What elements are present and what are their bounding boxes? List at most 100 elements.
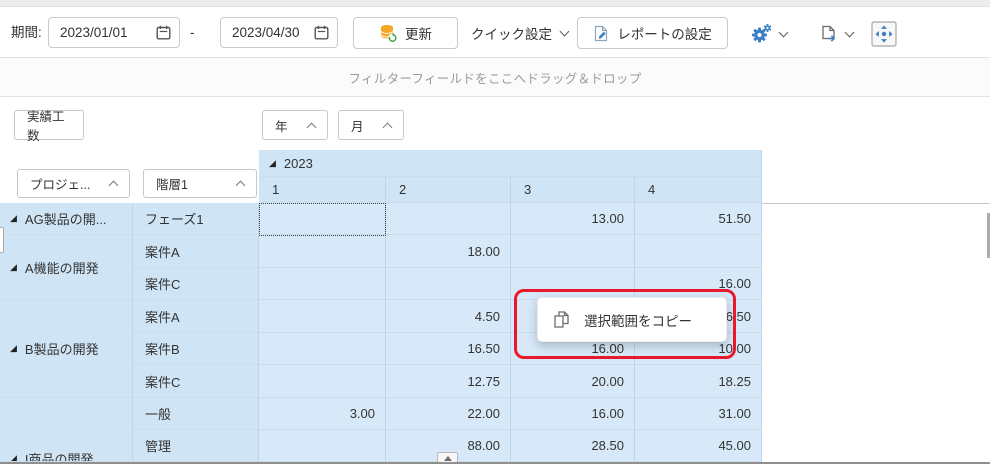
grid-bottom-border [0,462,990,464]
filter-drop-area[interactable]: フィルターフィールドをここへドラッグ＆ドロップ [0,57,990,97]
column-field-chip-month[interactable]: 月 [338,110,404,140]
collapse-triangle-icon[interactable]: ◢ [269,157,276,168]
date-to-value: 2023/04/30 [232,25,300,40]
sort-asc-icon [382,122,393,132]
vertical-scrollbar-thumb[interactable] [987,213,990,258]
pivot-cell[interactable]: 20.00 [511,365,635,398]
pivot-cell[interactable]: 28.50 [511,430,635,462]
pivot-cell[interactable]: 13.00 [511,203,635,235]
group-label: AG製品の開... [24,212,107,227]
year-field-label: 年 [275,119,288,134]
group-label: I商品の開発 [24,451,94,462]
group-label: B製品の開発 [24,342,99,357]
pivot-cell[interactable]: 3.00 [259,398,386,430]
pivot-cell[interactable] [259,333,386,365]
document-pencil-icon [593,25,610,42]
collapse-triangle-icon[interactable]: ◢ [10,213,17,223]
pivot-cell[interactable]: 18.00 [386,235,511,268]
pivot-cell[interactable]: 18.25 [635,365,762,398]
quick-settings-dropdown[interactable]: クイック設定 [463,17,576,49]
pivot-cell[interactable]: 16.00 [511,398,635,430]
month-header-label: 3 [524,182,532,197]
filter-drop-placeholder: フィルターフィールドをここへドラッグ＆ドロップ [348,71,642,86]
pivot-cell[interactable] [259,365,386,398]
column-field-chip-year[interactable]: 年 [262,110,328,140]
pivot-cell[interactable] [259,203,386,235]
data-field-label: 実績工数 [27,110,65,143]
pivot-cell[interactable] [386,203,511,235]
pivot-cell[interactable] [511,235,635,268]
date-from-input[interactable]: 2023/01/01 [48,17,180,48]
pivot-cell[interactable] [511,268,635,300]
row-header[interactable]: フェーズ1 [133,203,259,235]
up-arrow-icon [443,456,452,461]
pivot-cell[interactable]: 4.50 [386,300,511,333]
chevron-down-icon [559,26,570,36]
row-group-header[interactable]: ◢ AG製品の開... [0,203,133,235]
row-header[interactable]: 一般 [133,398,259,430]
pivot-cell[interactable] [259,300,386,333]
collapse-triangle-icon[interactable]: ◢ [10,452,17,462]
collapse-triangle-icon[interactable]: ◢ [10,343,17,353]
pivot-cell[interactable] [259,430,386,462]
pivot-cell[interactable]: 22.00 [386,398,511,430]
project-field-label: プロジェ... [30,178,91,192]
row-header[interactable]: 案件A [133,300,259,333]
month-column-header[interactable]: 4 [635,177,762,203]
selected-cell-marquee[interactable] [259,203,386,236]
pivot-cell[interactable]: 45.00 [635,430,762,462]
month-header-label: 2 [399,182,407,197]
report-settings-label: レポートの設定 [617,27,712,42]
row-header[interactable]: 案件B [133,333,259,365]
report-settings-button[interactable]: レポートの設定 [577,17,728,49]
window-top-strip [0,0,990,7]
pivot-cell[interactable] [386,268,511,300]
row-header[interactable]: 案件A [133,235,259,268]
year-column-header[interactable]: ◢ 2023 [259,150,762,177]
calendar-icon[interactable] [156,25,171,40]
sort-asc-icon [306,122,317,132]
row-group-header[interactable]: ◢ B製品の開発 [0,300,133,398]
row-header[interactable]: 案件C [133,365,259,398]
pivot-cell[interactable]: 12.75 [386,365,511,398]
calendar-icon[interactable] [314,25,329,40]
refresh-label: 更新 [405,27,432,42]
fullscreen-expand-button[interactable] [871,21,897,52]
export-dropdown[interactable] [820,18,855,50]
data-field-chip[interactable]: 実績工数 [14,110,84,143]
gear-icon [750,24,772,44]
row-group-header[interactable]: ◢ A機能の開発 [0,235,133,300]
sort-asc-icon [108,180,119,191]
date-to-input[interactable]: 2023/04/30 [220,17,338,48]
row-field-chip-level1[interactable]: 階層1 [143,169,257,198]
collapse-triangle-icon[interactable]: ◢ [10,261,17,272]
month-header-label: 1 [272,182,280,197]
quick-settings-label: クイック設定 [471,27,552,42]
level1-field-label: 階層1 [156,178,188,192]
month-field-label: 月 [351,119,364,134]
context-menu: 選択範囲をコピー [537,297,727,342]
refresh-button[interactable]: 更新 [353,17,458,49]
row-group-header[interactable]: ◢ I商品の開発 [0,398,133,462]
row-field-chip-project[interactable]: プロジェ... [17,169,130,198]
pivot-cell[interactable]: 16.00 [635,268,762,300]
row-header[interactable]: 案件C [133,268,259,300]
pivot-cell[interactable] [259,268,386,300]
range-separator: - [190,25,195,40]
pivot-cell[interactable]: 16.50 [386,333,511,365]
month-column-header[interactable]: 3 [511,177,635,203]
pivot-cell[interactable] [259,235,386,268]
year-header-label: 2023 [283,155,313,171]
pivot-cell[interactable]: 51.50 [635,203,762,235]
copy-pages-icon [553,310,570,329]
settings-gear-dropdown[interactable] [750,18,789,50]
month-column-header[interactable]: 1 [259,177,386,203]
month-column-header[interactable]: 2 [386,177,511,203]
context-menu-copy-item[interactable]: 選択範囲をコピー [584,313,692,329]
pivot-cell[interactable] [635,235,762,268]
pivot-cell[interactable]: 31.00 [635,398,762,430]
row-header[interactable]: 管理 [133,430,259,462]
export-document-icon [820,25,838,44]
chevron-down-icon [844,27,855,37]
